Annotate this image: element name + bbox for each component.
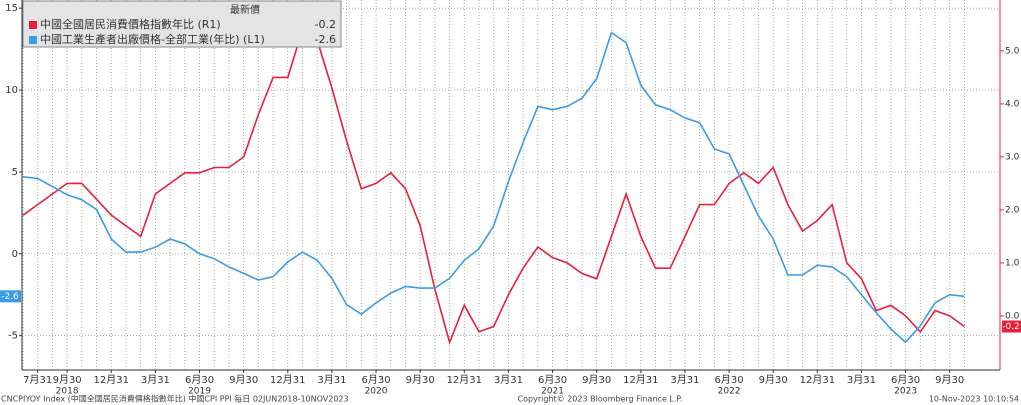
y2-tick-label: 0.0 xyxy=(1005,311,1020,321)
y-tick-label: 0 xyxy=(12,249,18,260)
x-year-label: 2019 xyxy=(188,387,211,397)
x-tick-label: 12月31 xyxy=(800,374,835,386)
x-tick-label: 3月31 xyxy=(670,374,699,386)
x-tick-label: 3月31 xyxy=(317,374,346,386)
x-tick-label: 9月30 xyxy=(582,374,611,386)
x-tick-label: 12月31 xyxy=(447,374,482,386)
series-line xyxy=(22,31,965,344)
last-value-label: -0.2 xyxy=(1002,322,1020,332)
legend-box xyxy=(22,0,342,48)
y2-tick-label: 4.0 xyxy=(1005,99,1020,109)
x-tick-label: 12月31 xyxy=(270,374,305,386)
x-tick-label: 6月30 xyxy=(361,374,390,386)
y-tick-label: 5 xyxy=(12,167,18,178)
y2-tick-label: 2.0 xyxy=(1005,205,1020,215)
x-year-label: 2023 xyxy=(894,387,917,397)
y2-tick-label: 1.0 xyxy=(1005,258,1020,268)
x-tick-label: 6月30 xyxy=(715,374,744,386)
x-tick-label: 3月31 xyxy=(494,374,523,386)
x-tick-label: 7月31 xyxy=(23,374,52,386)
x-year-label: 2018 xyxy=(56,387,79,397)
x-tick-label: 9月30 xyxy=(935,374,964,386)
legend-label: 中國工業生產者出廠價格-全部工業(年比) (L1) xyxy=(40,32,265,46)
x-tick-label: 9月30 xyxy=(406,374,435,386)
x-year-label: 2022 xyxy=(718,387,741,397)
legend-label: 中國全國居民消費價格指數年比 (R1) xyxy=(40,17,221,31)
legend-swatch xyxy=(29,36,37,44)
y-tick-label: 15 xyxy=(5,3,18,14)
y-tick-label: 10 xyxy=(5,85,18,96)
x-tick-label: 9月30 xyxy=(759,374,788,386)
footer-left: CNCPIYOY Index (中國全國居民消費價格指數年比) 中國CPI PP… xyxy=(1,394,349,404)
footer-center: Copyright© 2023 Bloomberg Finance L.P. xyxy=(518,395,683,404)
x-tick-label: 3月31 xyxy=(141,374,170,386)
legend-value: -2.6 xyxy=(315,33,336,46)
legend-swatch xyxy=(29,21,37,29)
x-tick-label: 9月30 xyxy=(229,374,258,386)
series-line xyxy=(22,28,965,345)
last-value-tag xyxy=(0,290,21,303)
x-tick-label: 12月31 xyxy=(623,374,658,386)
x-tick-label: 3月31 xyxy=(847,374,876,386)
last-value-tag xyxy=(1002,320,1021,333)
last-value-label: -2.6 xyxy=(1,292,19,302)
x-tick-label: 6月30 xyxy=(538,374,567,386)
x-tick-label: 9月30 xyxy=(53,374,82,386)
legend-value: -0.2 xyxy=(315,18,336,31)
y2-tick-label: 3.0 xyxy=(1005,152,1020,162)
x-year-label: 2021 xyxy=(541,387,564,397)
y2-tick-label: 5.0 xyxy=(1005,46,1020,56)
x-tick-label: 6月30 xyxy=(185,374,214,386)
x-tick-label: 12月31 xyxy=(94,374,129,386)
legend-title: 最新價 xyxy=(230,3,260,16)
y-tick-label: -5 xyxy=(8,331,18,342)
x-tick-label: 6月30 xyxy=(891,374,920,386)
footer-right: 10-Nov-2023 10:10:54 xyxy=(929,395,1019,404)
x-year-label: 2020 xyxy=(365,387,388,397)
